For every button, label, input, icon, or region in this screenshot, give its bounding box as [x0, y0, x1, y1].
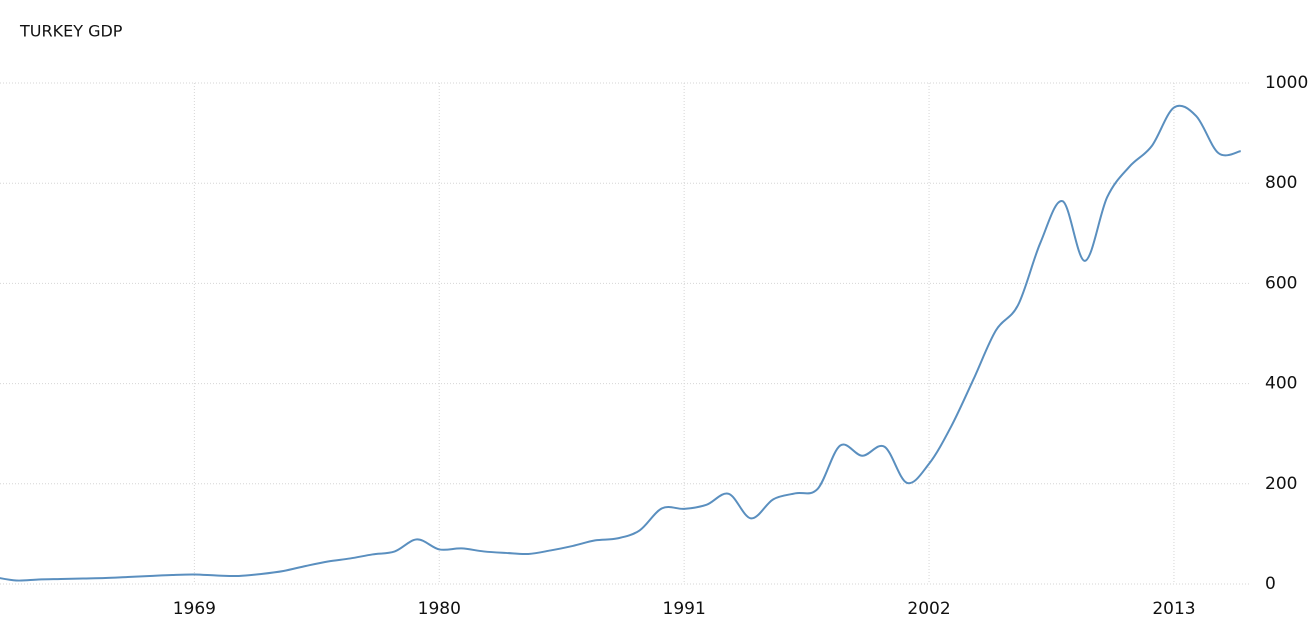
y-tick-label: 400: [1265, 374, 1297, 394]
y-tick-label: 800: [1265, 173, 1297, 193]
x-tick-label: 1980: [418, 599, 461, 619]
y-tick-label: 600: [1265, 273, 1297, 293]
x-tick-label: 2013: [1152, 599, 1195, 619]
x-tick-label: 2002: [907, 599, 950, 619]
data-line: [0, 104, 1241, 582]
x-tick-label: 1991: [663, 599, 706, 619]
y-tick-label: 1000: [1265, 73, 1308, 93]
x-tick-label: 1969: [173, 599, 216, 619]
y-tick-label: 0: [1265, 574, 1276, 594]
chart-title: TURKEY GDP: [19, 22, 123, 41]
y-tick-label: 200: [1265, 474, 1297, 494]
